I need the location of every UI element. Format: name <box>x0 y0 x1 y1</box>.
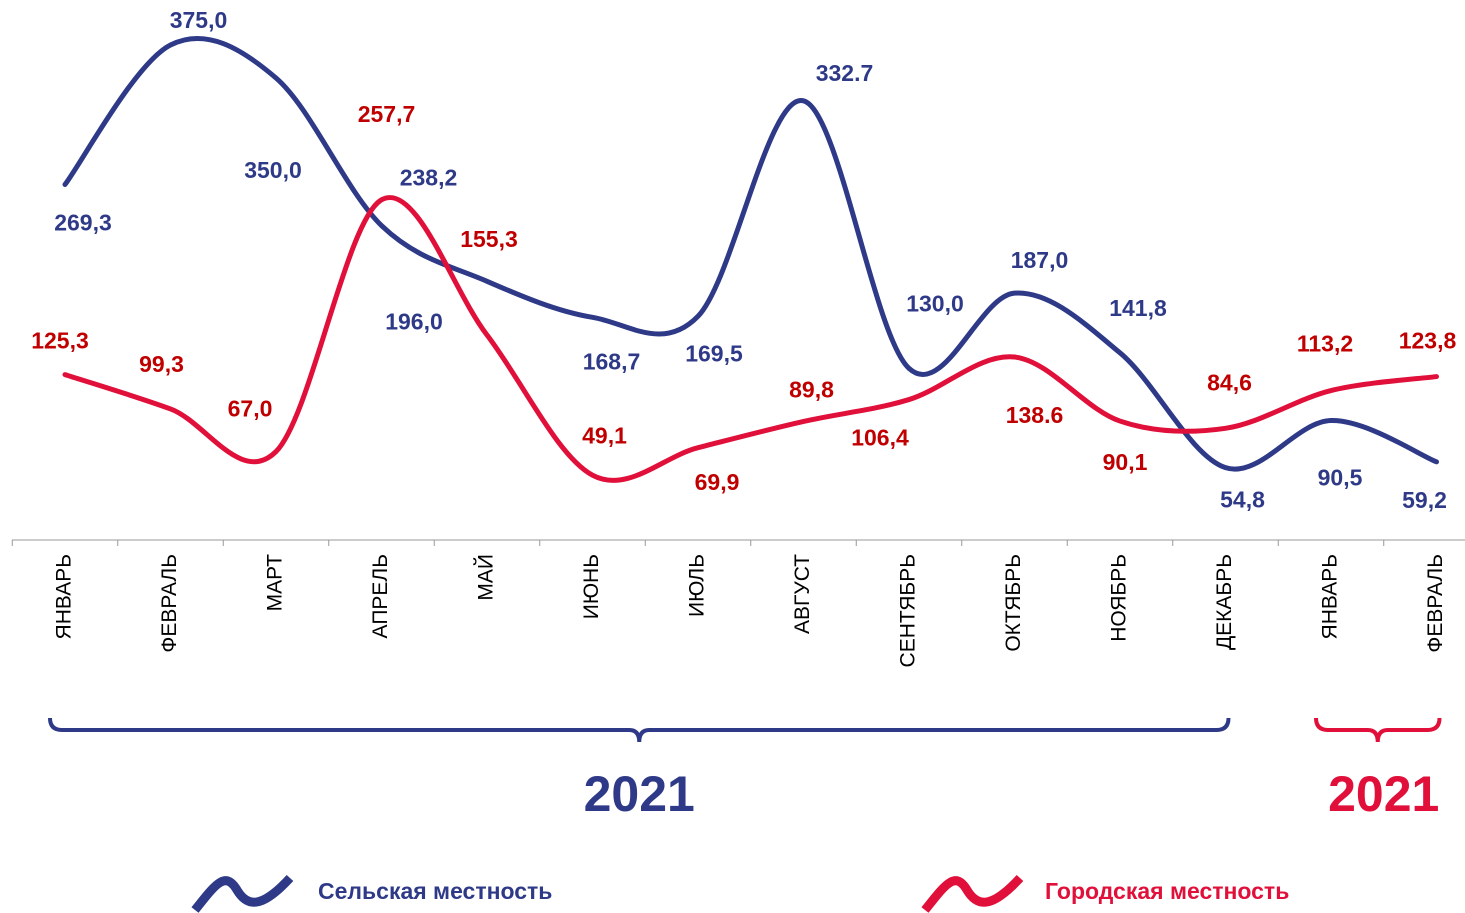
data-label: 269,3 <box>54 210 112 236</box>
data-label: 106,4 <box>851 425 909 451</box>
data-label: 257,7 <box>358 101 416 127</box>
legend-label: Сельская местность <box>318 878 552 904</box>
x-tick-label: АВГУСТ <box>791 554 814 634</box>
x-tick-label: ДЕКАБРЬ <box>1213 554 1236 650</box>
data-label: 141,8 <box>1109 295 1167 321</box>
data-label: 123,8 <box>1399 328 1457 354</box>
legend-icon <box>921 874 1024 913</box>
data-label: 375,0 <box>170 7 228 33</box>
legend-icon <box>191 874 294 913</box>
data-label: 187,0 <box>1011 247 1069 273</box>
data-label: 130,0 <box>906 290 964 316</box>
year-label: 2021 <box>1328 766 1439 822</box>
year-label: 2021 <box>584 766 695 822</box>
x-tick-label: ОКТЯБРЬ <box>1002 554 1025 652</box>
x-tick-label: ИЮЛЬ <box>686 554 709 617</box>
data-label: 84,6 <box>1207 369 1252 395</box>
x-tick-label: ИЮНЬ <box>580 554 603 619</box>
line-series <box>62 195 1439 483</box>
data-label: 238,2 <box>400 165 458 191</box>
data-label: 125,3 <box>31 328 89 354</box>
data-label: 332.7 <box>816 60 874 86</box>
legend-label: Городская местность <box>1045 878 1289 904</box>
x-tick-label: ЯНВАРЬ <box>53 554 76 639</box>
data-label: 90,5 <box>1318 465 1363 491</box>
x-tick-label: СЕНТЯБРЬ <box>897 554 920 667</box>
x-tick-label: ФЕВРАЛЬ <box>158 554 181 653</box>
data-label: 67,0 <box>228 396 273 422</box>
data-label: 49,1 <box>582 422 627 448</box>
year-bracket <box>48 717 1231 743</box>
x-tick-label: МАЙ <box>474 554 498 601</box>
data-label: 169,5 <box>685 340 743 366</box>
data-label: 69,9 <box>695 469 740 495</box>
data-label: 113,2 <box>1297 331 1353 357</box>
data-label: 89,8 <box>789 377 834 403</box>
data-label: 99,3 <box>139 351 184 377</box>
year-bracket <box>1314 717 1442 743</box>
x-tick-label: ЯНВАРЬ <box>1319 554 1342 639</box>
data-label: 90,1 <box>1103 449 1148 475</box>
x-tick-label: НОЯБРЬ <box>1108 554 1131 642</box>
data-label: 54,8 <box>1220 487 1265 513</box>
data-label: 138.6 <box>1006 402 1064 428</box>
data-label: 155,3 <box>460 226 518 252</box>
x-tick-label: ФЕВРАЛЬ <box>1424 554 1447 653</box>
x-tick-label: АПРЕЛЬ <box>369 554 392 638</box>
x-tick-label: МАРТ <box>264 554 287 612</box>
data-label: 168,7 <box>583 348 641 374</box>
data-label: 350,0 <box>244 157 302 183</box>
data-label: 196,0 <box>385 308 443 334</box>
data-label: 59,2 <box>1402 487 1447 513</box>
